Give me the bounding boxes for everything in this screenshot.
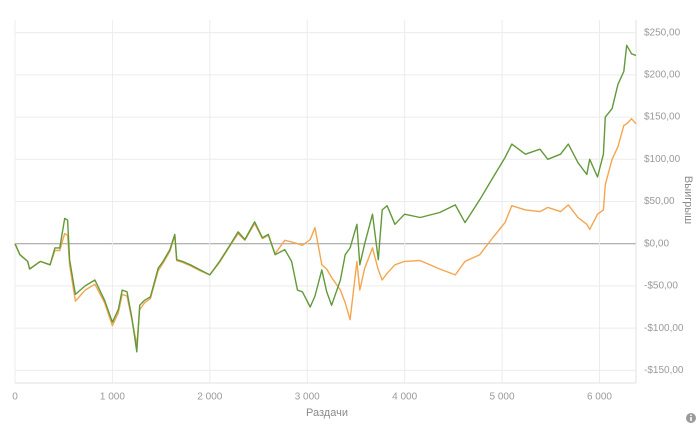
info-dot [690,414,692,416]
y-axis-title: Выигрыш [682,176,694,224]
y-tick-label: -$150,00 [644,365,684,376]
y-tick-label: $200,00 [644,70,681,81]
x-tick-label: 3 000 [295,392,320,403]
series-line [14,118,637,346]
x-tick-label: 0 [12,392,18,403]
info-icon[interactable] [686,413,696,423]
x-axis-title: Раздачи [306,407,348,419]
x-tick-label: 4 000 [392,392,417,403]
y-tick-label: -$100,00 [644,323,684,334]
series-line [14,44,637,353]
y-tick-label: $250,00 [644,27,681,38]
y-tick-label: $100,00 [644,154,681,165]
x-tick-label: 2 000 [197,392,222,403]
y-tick-label: -$50,00 [644,281,678,292]
y-tick-label: $0,00 [644,238,669,249]
y-tick-label: $150,00 [644,112,681,123]
info-stem [690,417,692,421]
x-tick-label: 6 000 [587,392,612,403]
y-tick-label: $50,00 [644,196,675,207]
x-tick-label: 5 000 [490,392,515,403]
x-tick-label: 1 000 [100,392,125,403]
